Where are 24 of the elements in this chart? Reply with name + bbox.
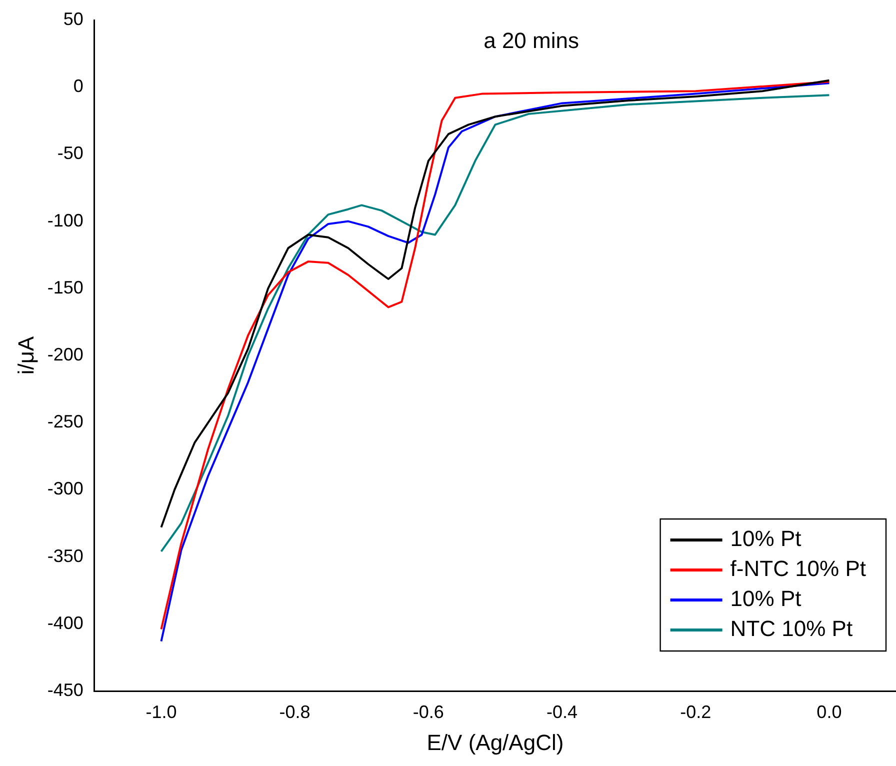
y-tick-label: -450 [47, 680, 84, 700]
y-tick-label: 0 [73, 76, 84, 96]
x-tick-label: -0.2 [680, 702, 712, 722]
y-tick-label: -200 [47, 344, 84, 364]
y-tick-label: -350 [47, 546, 84, 566]
x-tick-label: -0.6 [412, 702, 444, 722]
x-tick-label: 0.0 [816, 702, 842, 722]
y-tick-label: -400 [47, 612, 84, 633]
y-tick-label: -50 [57, 143, 84, 164]
x-tick-label: -0.8 [279, 702, 310, 722]
y-tick-label: -250 [47, 412, 84, 432]
legend-label: 10% Pt [730, 526, 802, 552]
legend-label: 10% Pt [730, 586, 802, 612]
x-tick-label: -0.4 [546, 702, 578, 722]
y-tick-label: -150 [47, 277, 84, 298]
y-tick-label: 50 [63, 8, 84, 29]
legend-label: f-NTC 10% Pt [730, 556, 866, 582]
legend-label: NTC 10% Pt [730, 616, 853, 642]
y-tick-label: -300 [47, 478, 84, 499]
annotation: a 20 mins [484, 28, 579, 54]
x-axis-title: E/V (Ag/AgCl) [426, 730, 564, 755]
y-tick-label: -100 [47, 210, 84, 230]
y-axis-title: i/μA [13, 336, 38, 375]
x-tick-label: -1.0 [146, 702, 177, 722]
